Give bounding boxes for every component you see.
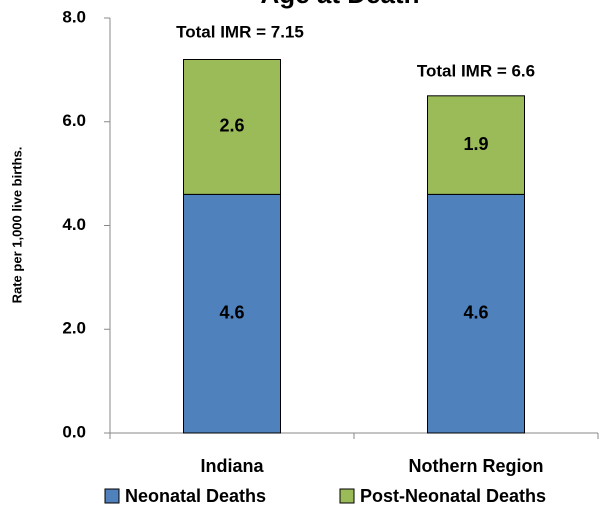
data-label: 4.6 [219, 302, 244, 322]
legend-swatch [339, 488, 355, 504]
y-tick-label: 4.0 [62, 215, 86, 234]
annotation: Total IMR = 6.6 [417, 61, 535, 80]
legend-swatch [104, 488, 120, 504]
bar-segment [427, 95, 525, 195]
data-label: 4.6 [463, 302, 488, 322]
bar-segment [427, 193, 525, 434]
y-tick-label: 2.0 [62, 319, 86, 338]
legend-label: Post-Neonatal Deaths [360, 486, 546, 506]
y-tick-label: 6.0 [62, 111, 86, 130]
data-label: 1.9 [463, 134, 488, 154]
y-tick-label: 8.0 [62, 7, 86, 26]
y-axis-label: Rate per 1,000 live births. [9, 147, 24, 304]
legend-label: Neonatal Deaths [125, 486, 266, 506]
x-tick-label: Indiana [200, 456, 264, 476]
annotation: Total IMR = 7.15 [176, 22, 304, 41]
chart-title: Age at Death [261, 0, 420, 9]
x-tick-label: Nothern Region [409, 456, 544, 476]
y-tick-label: 0.0 [62, 422, 86, 441]
data-label: 2.6 [219, 116, 244, 136]
bar-segment [183, 59, 281, 195]
